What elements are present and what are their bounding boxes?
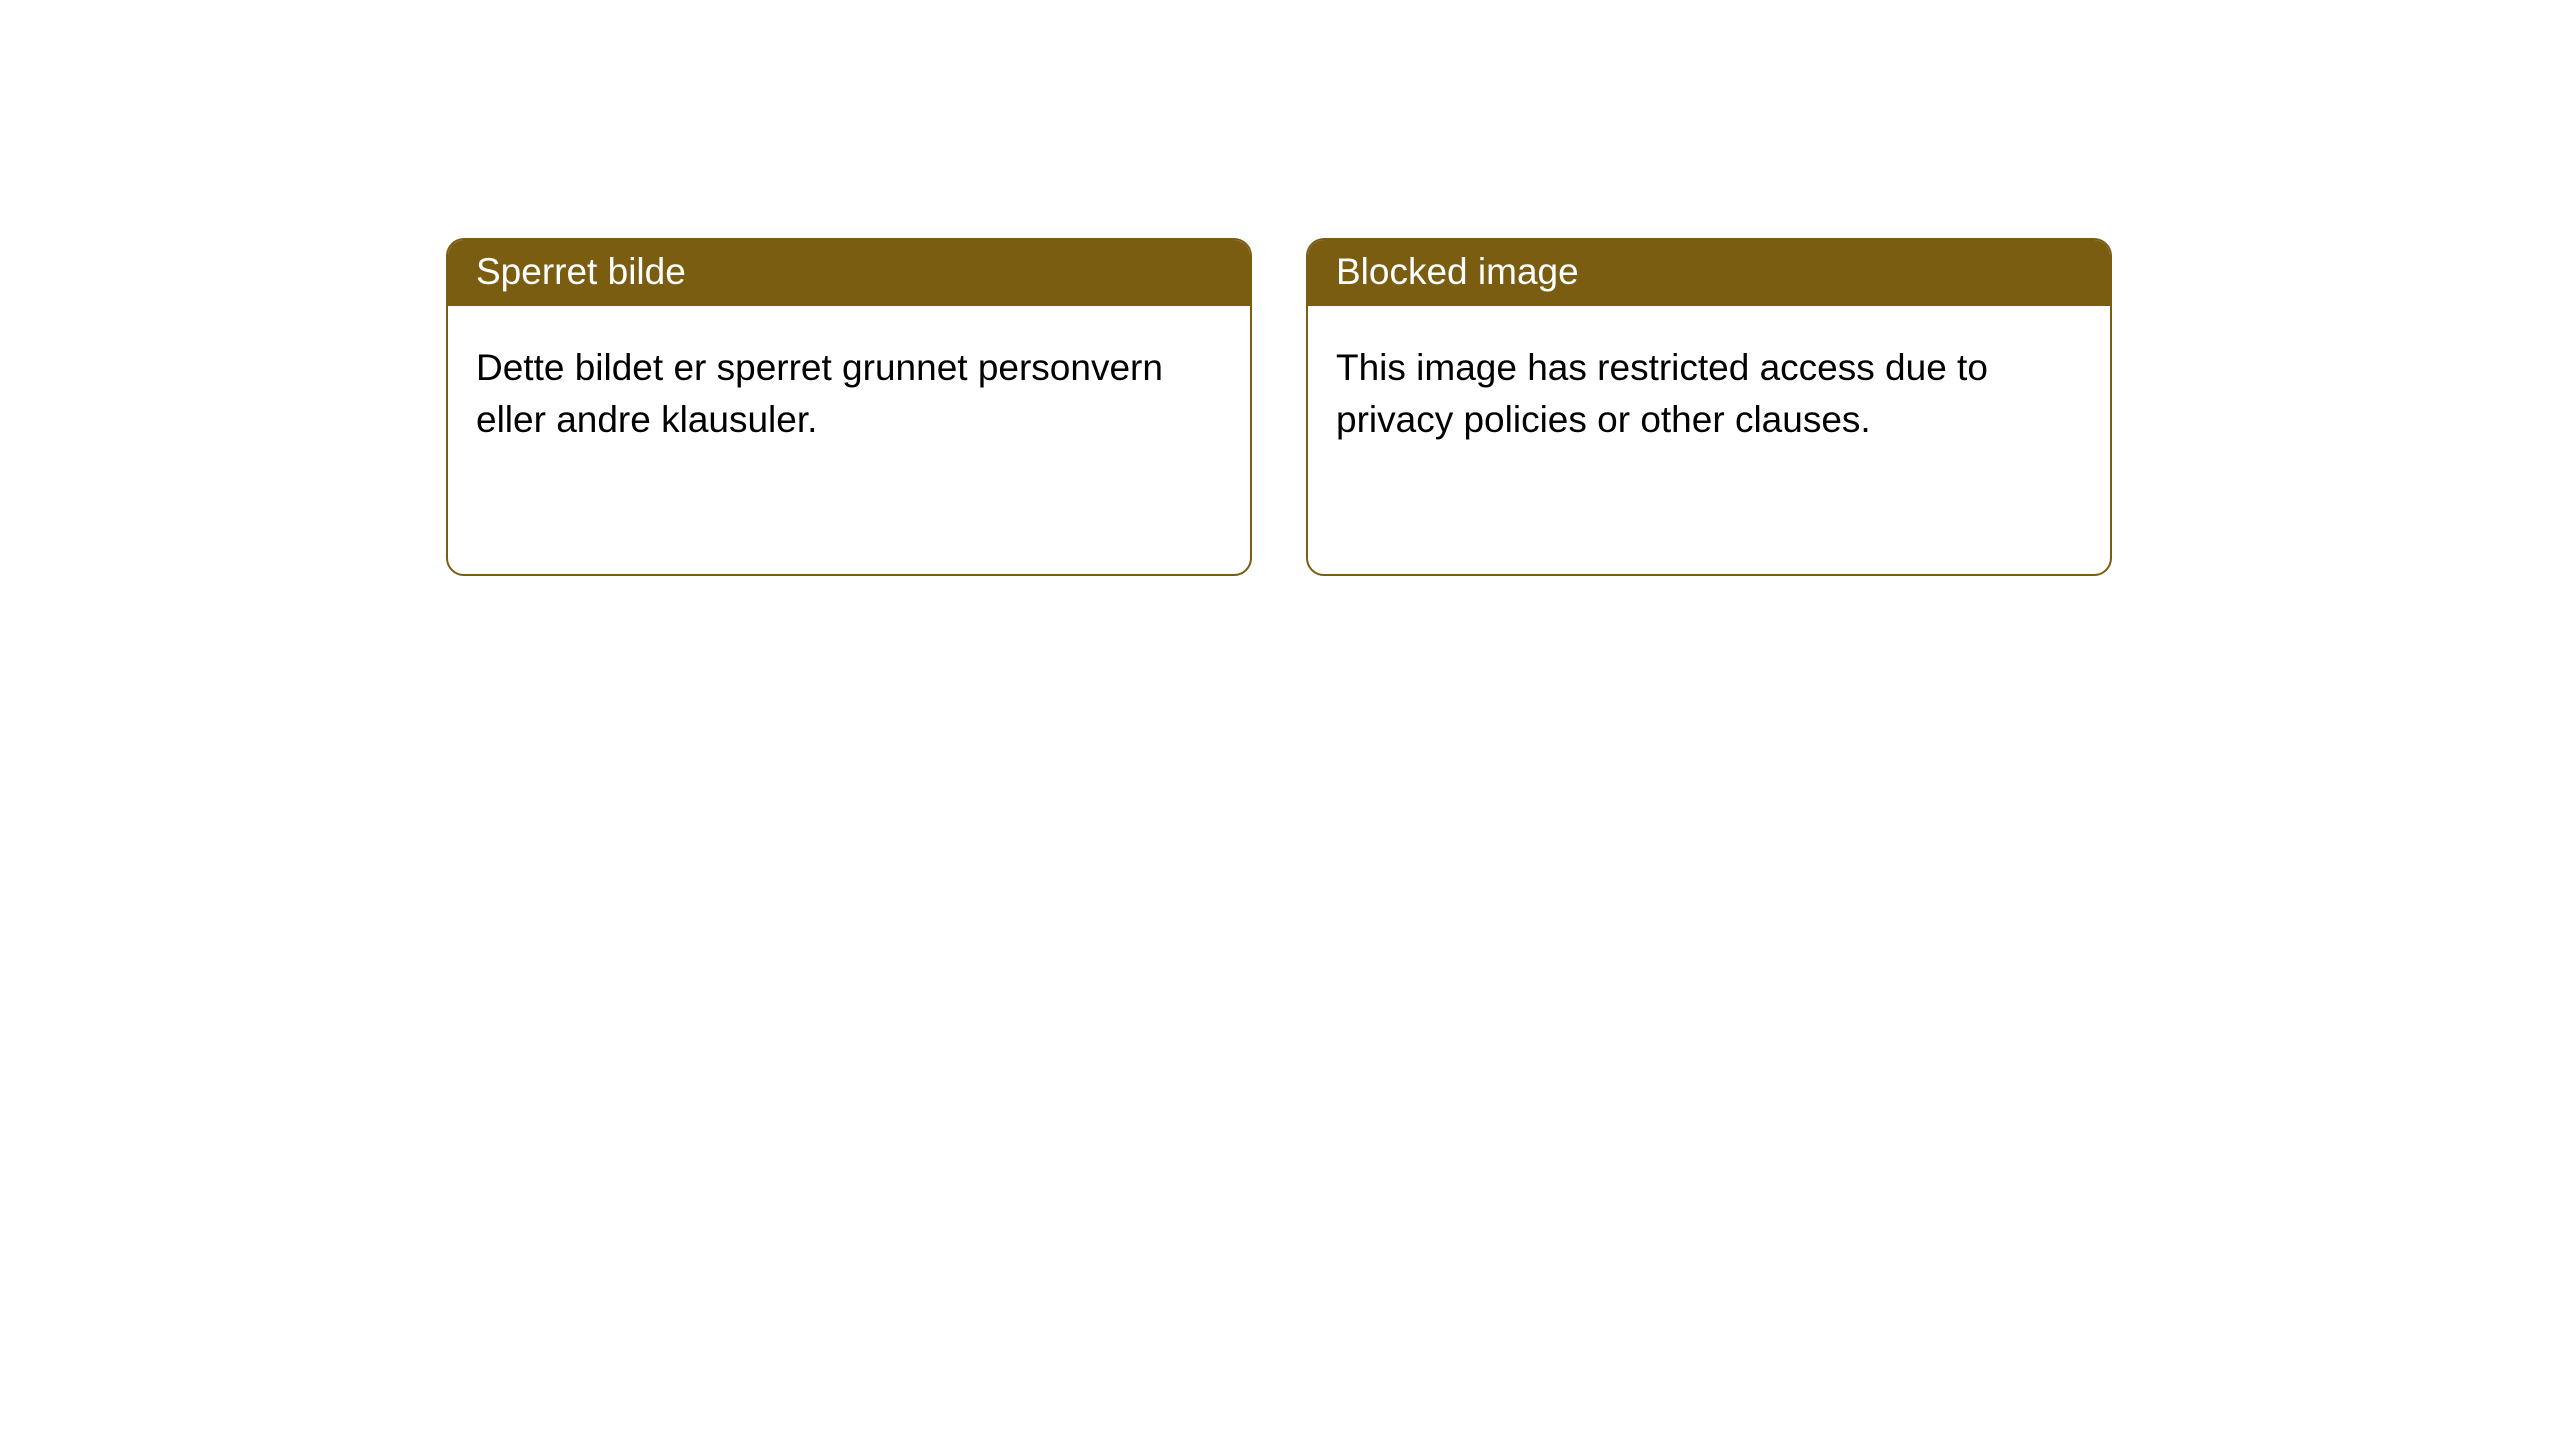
notice-header: Sperret bilde	[448, 240, 1250, 306]
notice-box-english: Blocked image This image has restricted …	[1306, 238, 2112, 576]
notice-box-norwegian: Sperret bilde Dette bildet er sperret gr…	[446, 238, 1252, 576]
notice-container: Sperret bilde Dette bildet er sperret gr…	[0, 0, 2560, 576]
notice-body: This image has restricted access due to …	[1308, 306, 2110, 474]
notice-body: Dette bildet er sperret grunnet personve…	[448, 306, 1250, 474]
notice-header: Blocked image	[1308, 240, 2110, 306]
